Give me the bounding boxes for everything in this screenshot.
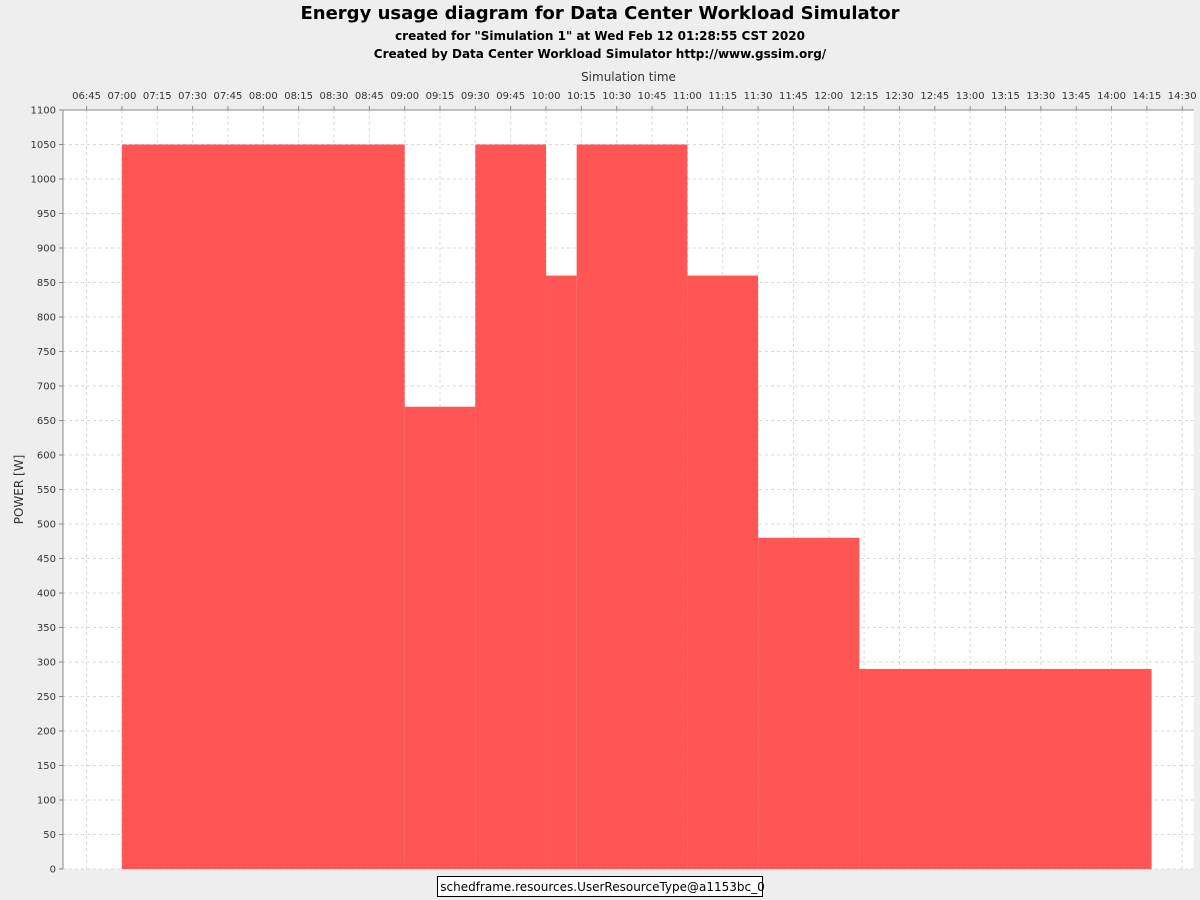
- x-tick-label: 09:30: [461, 91, 490, 102]
- series-bar: [546, 275, 577, 870]
- x-tick-label: 12:30: [885, 91, 914, 102]
- series-bar: [576, 144, 688, 869]
- y-tick-label: 350: [37, 623, 56, 634]
- x-tick-label: 09:15: [426, 91, 455, 102]
- x-tick-label: 08:00: [249, 91, 278, 102]
- series-bar: [687, 275, 759, 870]
- x-tick-label: 14:00: [1097, 91, 1126, 102]
- x-tick-label: 09:45: [496, 91, 525, 102]
- x-tick-label: 09:00: [390, 91, 419, 102]
- x-tick-label: 11:15: [708, 91, 737, 102]
- x-tick-label: 08:15: [284, 91, 313, 102]
- y-tick-label: 1100: [31, 106, 56, 117]
- x-tick-label: 07:00: [107, 91, 136, 102]
- chart-legend: schedframe.resources.UserResourceType@a1…: [437, 876, 765, 897]
- x-tick-label: 10:00: [532, 91, 561, 102]
- x-tick-label: 08:45: [355, 91, 384, 102]
- x-tick-label: 11:45: [779, 91, 808, 102]
- y-tick-label: 450: [37, 554, 56, 565]
- y-axis-label: POWER [W]: [12, 455, 26, 525]
- y-tick-label: 700: [37, 382, 56, 393]
- x-tick-label: 13:00: [956, 91, 985, 102]
- y-tick-label: 1000: [31, 175, 56, 186]
- y-tick-label: 600: [37, 451, 56, 462]
- y-tick-label: 850: [37, 278, 56, 289]
- x-tick-label: 10:30: [602, 91, 631, 102]
- x-tick-label: 12:15: [850, 91, 879, 102]
- y-tick-label: 200: [37, 727, 56, 738]
- y-tick-label: 300: [37, 658, 56, 669]
- chart-credit: Created by Data Center Workload Simulato…: [373, 47, 827, 61]
- y-tick-label: 500: [37, 520, 56, 531]
- y-tick-label: 550: [37, 485, 56, 496]
- y-tick-label: 400: [37, 589, 56, 600]
- x-tick-label: 10:15: [567, 91, 596, 102]
- y-tick-label: 950: [37, 209, 56, 220]
- x-tick-label: 12:00: [814, 91, 843, 102]
- x-tick-label: 07:30: [178, 91, 207, 102]
- chart-title: Energy usage diagram for Data Center Wor…: [300, 3, 900, 24]
- x-tick-label: 06:45: [72, 91, 101, 102]
- series-bar: [859, 668, 1152, 869]
- series-bar: [404, 406, 476, 869]
- y-tick-label: 0: [50, 865, 56, 876]
- y-tick-label: 900: [37, 244, 56, 255]
- y-tick-label: 50: [43, 830, 56, 841]
- legend-label: schedframe.resources.UserResourceType@a1…: [440, 879, 765, 894]
- y-tick-label: 250: [37, 692, 56, 703]
- series-bar: [475, 144, 547, 869]
- x-tick-label: 07:45: [214, 91, 243, 102]
- series-bar: [758, 537, 860, 869]
- y-tick-label: 750: [37, 347, 56, 358]
- y-tick-label: 800: [37, 313, 56, 324]
- x-axis-label: Simulation time: [581, 70, 676, 84]
- x-tick-label: 08:30: [320, 91, 349, 102]
- y-tick-label: 1050: [31, 140, 56, 151]
- x-tick-label: 14:15: [1132, 91, 1161, 102]
- x-tick-label: 13:15: [991, 91, 1020, 102]
- x-tick-label: 14:30: [1168, 91, 1197, 102]
- series-bar: [121, 144, 405, 869]
- y-tick-label: 150: [37, 761, 56, 772]
- x-tick-label: 13:45: [1062, 91, 1091, 102]
- x-tick-label: 12:45: [920, 91, 949, 102]
- x-tick-label: 11:30: [744, 91, 773, 102]
- x-tick-label: 07:15: [143, 91, 172, 102]
- chart-subtitle: created for "Simulation 1" at Wed Feb 12…: [395, 29, 805, 43]
- y-tick-label: 650: [37, 416, 56, 427]
- x-tick-label: 11:00: [673, 91, 702, 102]
- x-tick-label: 13:30: [1026, 91, 1055, 102]
- y-tick-label: 100: [37, 796, 56, 807]
- x-tick-label: 10:45: [638, 91, 667, 102]
